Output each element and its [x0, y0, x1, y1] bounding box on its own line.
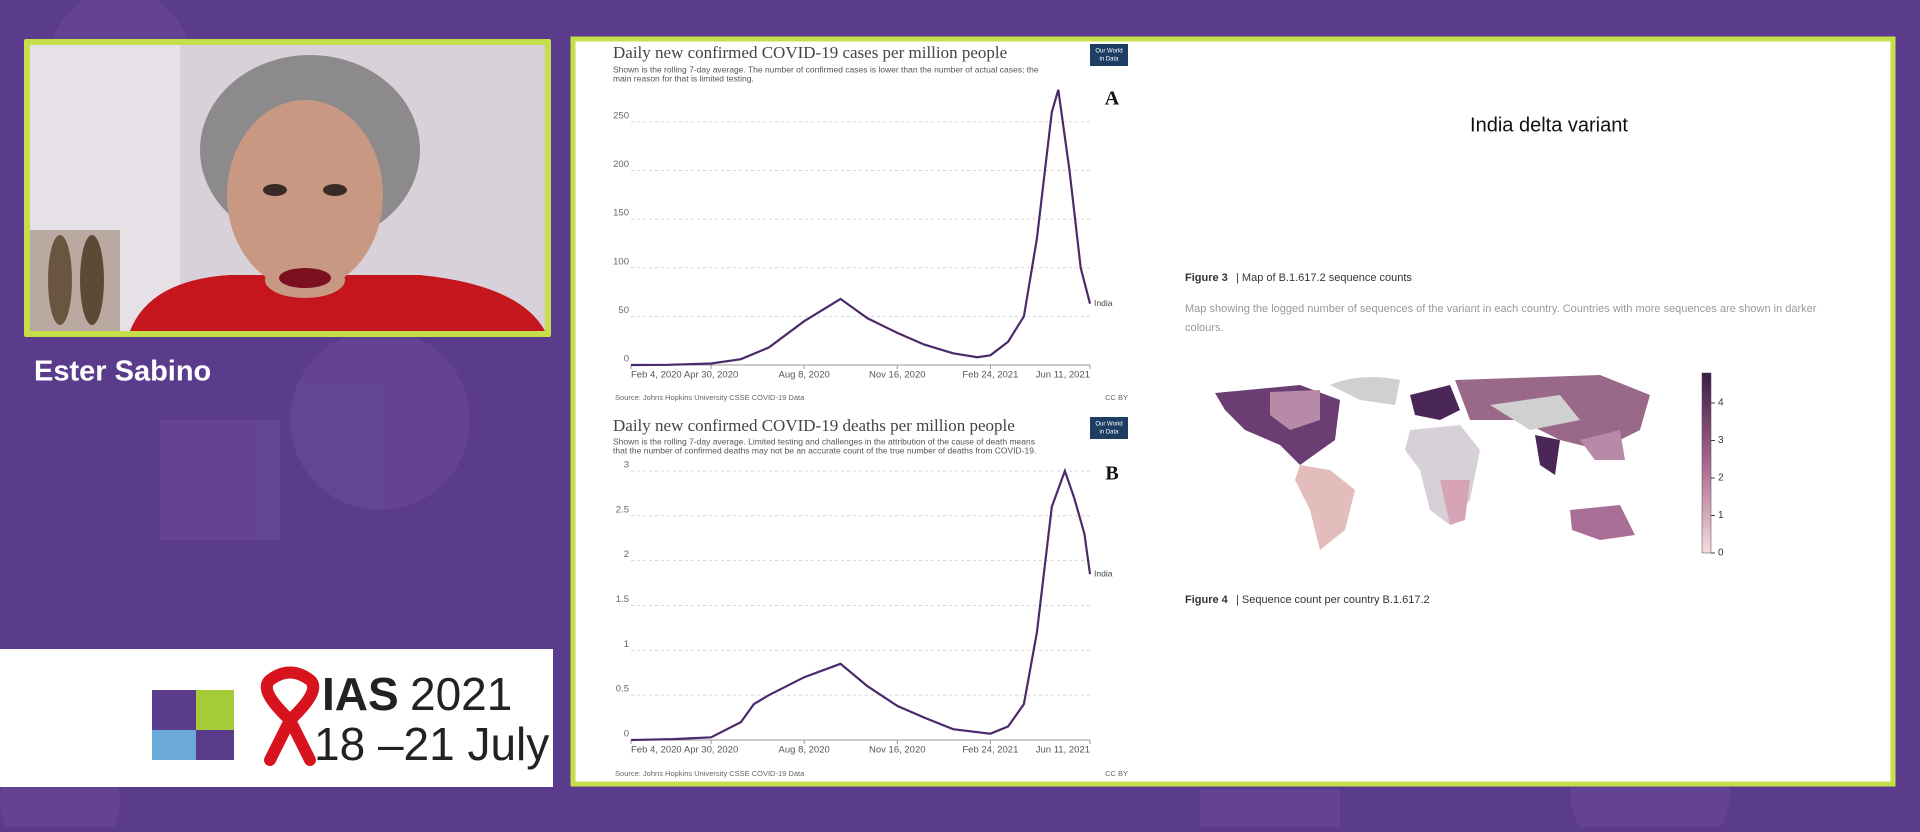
panel-label: B	[1105, 463, 1118, 485]
chart-subtitle: that the number of confirmed deaths may …	[613, 445, 1036, 455]
y-tick-label: 1	[624, 639, 629, 650]
series-line	[630, 89, 1092, 367]
x-tick-label: Nov 16, 2020	[869, 745, 926, 756]
x-tick-label: Feb 24, 2021	[962, 745, 1018, 756]
y-tick-label: 200	[613, 159, 629, 170]
x-tick-label: Apr 30, 2020	[684, 370, 738, 381]
figure-number: Figure 4	[1185, 594, 1229, 606]
chart-license: CC BY	[1105, 393, 1128, 402]
x-tick-label: Nov 16, 2020	[869, 370, 926, 381]
colorbar	[1701, 372, 1712, 554]
x-tick-label: Aug 8, 2020	[779, 745, 830, 756]
x-tick-label: Feb 4, 2020	[631, 370, 682, 381]
chart-source: Source: Johns Hopkins University CSSE CO…	[615, 769, 805, 778]
map-description: colours.	[1185, 322, 1224, 334]
colorbar-tick-label: 2	[1718, 473, 1724, 484]
colorbar-tick-label: 4	[1718, 398, 1724, 409]
y-tick-label: 100	[613, 256, 629, 267]
logo-dates: 18 –21 July	[314, 718, 549, 770]
x-tick-label: Jun 11, 2021	[1036, 370, 1090, 381]
colorbar-ticks: 0 1 2 3 4	[1711, 398, 1724, 559]
x-tick-label: Feb 24, 2021	[962, 370, 1018, 381]
figure-title: | Map of B.1.617.2 sequence counts	[1236, 272, 1412, 284]
speaker-name: Ester Sabino	[34, 356, 211, 388]
y-tick-label: 150	[613, 208, 629, 219]
x-tick-label: Aug 8, 2020	[779, 370, 830, 381]
owid-badge-text: Our World	[1095, 422, 1122, 428]
owid-badge-text: Our World	[1095, 49, 1122, 55]
y-tick-label: 0.5	[616, 684, 629, 695]
y-tick-label: 2	[624, 549, 629, 560]
y-tick-label: 250	[613, 110, 629, 121]
y-tick-label: 1.5	[616, 594, 629, 605]
colorbar-tick-label: 3	[1718, 435, 1724, 446]
x-tick-label: Jun 11, 2021	[1036, 745, 1090, 756]
webcam-feed	[24, 39, 551, 337]
y-tick-label: 2.5	[616, 504, 629, 515]
conference-logo	[0, 649, 553, 787]
chart-subtitle: Shown is the rolling 7-day average. The …	[613, 64, 1039, 74]
figure-title: | Sequence count per country B.1.617.2	[1236, 594, 1430, 606]
owid-badge	[1090, 417, 1128, 439]
slide-charts: Daily new confirmed COVID-19 cases per m…	[613, 43, 1128, 778]
chart-subtitle: main reason for that is limited testing.	[613, 73, 754, 83]
y-tick-label: 3	[624, 459, 629, 470]
chart-subtitle: Shown is the rolling 7-day average. Limi…	[613, 436, 1035, 446]
colorbar-tick-label: 0	[1718, 548, 1724, 559]
colorbar-tick-label: 1	[1718, 510, 1724, 521]
panel-label: A	[1105, 88, 1120, 110]
chart-title: Daily new confirmed COVID-19 cases per m…	[613, 43, 1007, 62]
chart-source: Source: Johns Hopkins University CSSE CO…	[615, 393, 805, 402]
series-label: India	[1094, 568, 1113, 578]
owid-badge	[1090, 44, 1128, 66]
figure-number: Figure 3	[1185, 272, 1228, 284]
logo-event: IAS	[322, 668, 399, 720]
chart-title: Daily new confirmed COVID-19 deaths per …	[613, 416, 1015, 435]
y-tick-label: 50	[618, 305, 629, 316]
y-tick-label: 0	[624, 354, 629, 365]
x-tick-label: Feb 4, 2020	[631, 745, 682, 756]
series-label: India	[1094, 298, 1113, 308]
slide-heading: India delta variant	[1470, 114, 1628, 136]
owid-badge-text: in Data	[1099, 430, 1119, 436]
world-map	[1215, 375, 1650, 550]
x-tick-label: Apr 30, 2020	[684, 745, 738, 756]
owid-badge-text: in Data	[1099, 57, 1119, 63]
series-line	[630, 467, 1092, 742]
y-tick-label: 0	[624, 729, 629, 740]
logo-year: 2021	[410, 668, 512, 720]
map-description: Map showing the logged number of sequenc…	[1185, 303, 1817, 315]
chart-license: CC BY	[1105, 769, 1128, 778]
